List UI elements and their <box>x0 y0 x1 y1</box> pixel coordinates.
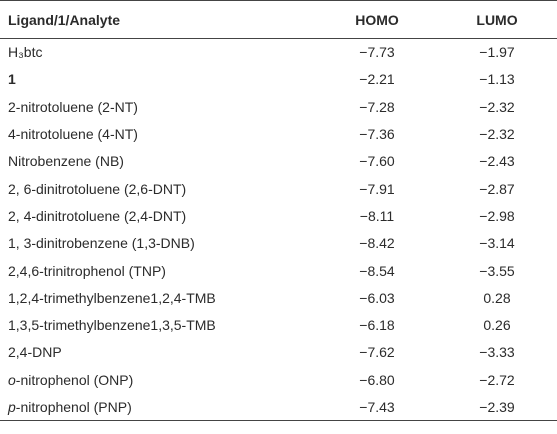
label-text: 1, 3-dinitrobenzene (1,3-DNB) <box>8 235 195 252</box>
label-text: 2, 4-dinitrotoluene (2,4-DNT) <box>8 207 187 224</box>
label-cell: p-nitrophenol (PNP) <box>0 393 317 420</box>
label-text: 1,2,4-trimethylbenzene1,2,4-TMB <box>8 289 216 306</box>
header-cell: Ligand/1/Analyte <box>8 11 121 28</box>
homo-cell: −2.21 <box>359 71 395 88</box>
table-row: 1, 3-dinitrobenzene (1,3-DNB) −8.42 −3.14 <box>0 230 557 257</box>
table-row: 2, 6-dinitrotoluene (2,6-DNT) −7.91 −2.87 <box>0 175 557 202</box>
homo-cell: −6.18 <box>359 317 395 334</box>
homo-cell: −7.28 <box>359 98 395 115</box>
table-row: 2,4,6-trinitrophenol (TNP) −8.54 −3.55 <box>0 257 557 284</box>
lumo-cell: 0.28 <box>483 289 511 306</box>
lumo-cell: −2.32 <box>479 98 515 115</box>
lumo-cell: −2.43 <box>479 153 515 170</box>
lumo-cell: −2.87 <box>479 180 515 197</box>
lumo-cell: −3.33 <box>479 344 515 361</box>
table-body: H₃btc −7.73 −1.97 1 −2.21 −1.13 2-nitrotoluene… <box>0 39 557 421</box>
lumo-cell: 0.26 <box>483 317 511 334</box>
table-row: H₃btc −7.73 −1.97 <box>0 39 557 66</box>
table-row: 2,4-DNP −7.62 −3.33 <box>0 339 557 366</box>
label-cell: 1, 3-dinitrobenzene (1,3-DNB) <box>0 230 317 257</box>
homo-cell: −7.36 <box>359 126 395 143</box>
table-row: Nitrobenzene (NB) −7.60 −2.43 <box>0 148 557 175</box>
homo-cell: −7.62 <box>359 344 395 361</box>
label-text: 2,4-DNP <box>8 344 62 361</box>
label-text: 1 <box>8 71 16 88</box>
table-row: 4-nitrotoluene (4-NT) −7.36 −2.32 <box>0 120 557 147</box>
table-row: 1 −2.21 −1.13 <box>0 66 557 93</box>
header-cell: LUMO <box>476 11 518 28</box>
label-text: 1,3,5-trimethylbenzene1,3,5-TMB <box>8 317 216 334</box>
lumo-cell: −2.32 <box>479 126 515 143</box>
data-table: Ligand/1/Analyte HOMO LUMO H₃btc −7.73 −1.… <box>0 0 557 421</box>
label-cell: 1,2,4-trimethylbenzene1,2,4-TMB <box>0 284 317 311</box>
lumo-cell: −1.13 <box>479 71 515 88</box>
header-row: Ligand/1/Analyte HOMO LUMO <box>0 0 557 39</box>
homo-cell: −7.60 <box>359 153 395 170</box>
lumo-cell: −3.14 <box>479 235 515 252</box>
label-cell: H₃btc <box>0 39 317 66</box>
table-row: 1,2,4-trimethylbenzene1,2,4-TMB −6.03 0.28 <box>0 284 557 311</box>
lumo-cell: −1.97 <box>479 44 515 61</box>
label-text: -nitrophenol (ONP) <box>15 371 134 388</box>
lumo-cell: −2.98 <box>479 207 515 224</box>
label-cell: o-nitrophenol (ONP) <box>0 366 317 393</box>
table-row: 1,3,5-trimethylbenzene1,3,5-TMB −6.18 0.26 <box>0 311 557 338</box>
table-row: o-nitrophenol (ONP) −6.80 −2.72 <box>0 366 557 393</box>
label-cell: 1,3,5-trimethylbenzene1,3,5-TMB <box>0 311 317 338</box>
label-text: 4-nitrotoluene (4-NT) <box>8 126 138 143</box>
label-cell: Nitrobenzene (NB) <box>0 148 317 175</box>
label-text: 2-nitrotoluene (2-NT) <box>8 98 138 115</box>
homo-cell: −7.43 <box>359 398 395 415</box>
label-italic: o <box>8 371 16 388</box>
lumo-cell: −2.72 <box>479 371 515 388</box>
label-text: 2,4,6-trinitrophenol (TNP) <box>8 262 166 279</box>
homo-cell: −8.11 <box>359 207 395 224</box>
label-cell: 4-nitrotoluene (4-NT) <box>0 120 317 147</box>
label-cell: 2, 4-dinitrotoluene (2,4-DNT) <box>0 202 317 229</box>
table-row: 2, 4-dinitrotoluene (2,4-DNT) −8.11 −2.98 <box>0 202 557 229</box>
table-header: Ligand/1/Analyte HOMO LUMO <box>0 0 557 39</box>
lumo-cell: −3.55 <box>479 262 515 279</box>
label-text: 2, 6-dinitrotoluene (2,6-DNT) <box>8 180 187 197</box>
homo-cell: −7.91 <box>359 180 395 197</box>
header-cell: HOMO <box>355 11 399 28</box>
label-cell: 2,4-DNP <box>0 339 317 366</box>
table-row: 2-nitrotoluene (2-NT) −7.28 −2.32 <box>0 93 557 120</box>
label-text: Nitrobenzene (NB) <box>8 153 124 170</box>
lumo-cell: −2.39 <box>479 398 515 415</box>
homo-cell: −7.73 <box>359 44 395 61</box>
label-cell: 2,4,6-trinitrophenol (TNP) <box>0 257 317 284</box>
table-row: p-nitrophenol (PNP) −7.43 −2.39 <box>0 393 557 421</box>
homo-cell: −6.80 <box>359 371 395 388</box>
homo-cell: −6.03 <box>359 289 395 306</box>
label-cell: 2-nitrotoluene (2-NT) <box>0 93 317 120</box>
homo-cell: −8.42 <box>359 235 395 252</box>
homo-cell: −8.54 <box>359 262 395 279</box>
label-text: H₃btc <box>8 44 43 61</box>
label-cell: 2, 6-dinitrotoluene (2,6-DNT) <box>0 175 317 202</box>
label-cell: 1 <box>0 66 317 93</box>
label-text: -nitrophenol (PNP) <box>15 398 132 415</box>
label-italic: p <box>8 398 16 415</box>
